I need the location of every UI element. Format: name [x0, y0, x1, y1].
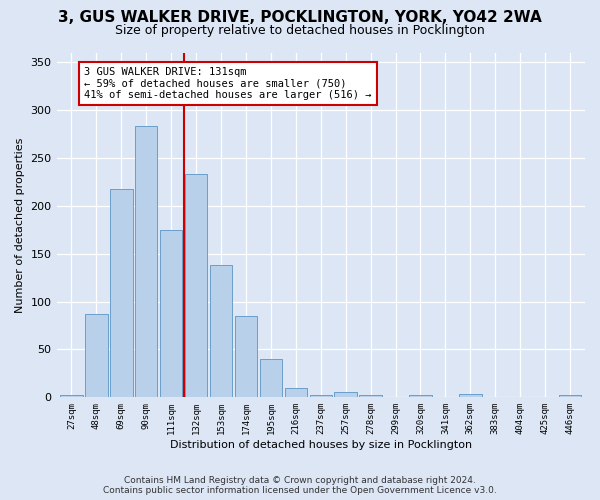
- Bar: [359, 396, 382, 398]
- Bar: [160, 230, 182, 398]
- Bar: [60, 396, 83, 398]
- Y-axis label: Number of detached properties: Number of detached properties: [15, 137, 25, 312]
- X-axis label: Distribution of detached houses by size in Pocklington: Distribution of detached houses by size …: [170, 440, 472, 450]
- Text: Size of property relative to detached houses in Pocklington: Size of property relative to detached ho…: [115, 24, 485, 37]
- Bar: [409, 396, 431, 398]
- Bar: [110, 188, 133, 398]
- Text: 3, GUS WALKER DRIVE, POCKLINGTON, YORK, YO42 2WA: 3, GUS WALKER DRIVE, POCKLINGTON, YORK, …: [58, 10, 542, 25]
- Bar: [210, 265, 232, 398]
- Bar: [284, 388, 307, 398]
- Bar: [235, 316, 257, 398]
- Bar: [85, 314, 107, 398]
- Bar: [135, 126, 157, 398]
- Bar: [559, 396, 581, 398]
- Text: Contains public sector information licensed under the Open Government Licence v3: Contains public sector information licen…: [103, 486, 497, 495]
- Bar: [260, 359, 282, 398]
- Bar: [310, 396, 332, 398]
- Bar: [334, 392, 357, 398]
- Text: Contains HM Land Registry data © Crown copyright and database right 2024.: Contains HM Land Registry data © Crown c…: [124, 476, 476, 485]
- Bar: [459, 394, 482, 398]
- Text: 3 GUS WALKER DRIVE: 131sqm
← 59% of detached houses are smaller (750)
41% of sem: 3 GUS WALKER DRIVE: 131sqm ← 59% of deta…: [84, 67, 371, 100]
- Bar: [185, 174, 208, 398]
